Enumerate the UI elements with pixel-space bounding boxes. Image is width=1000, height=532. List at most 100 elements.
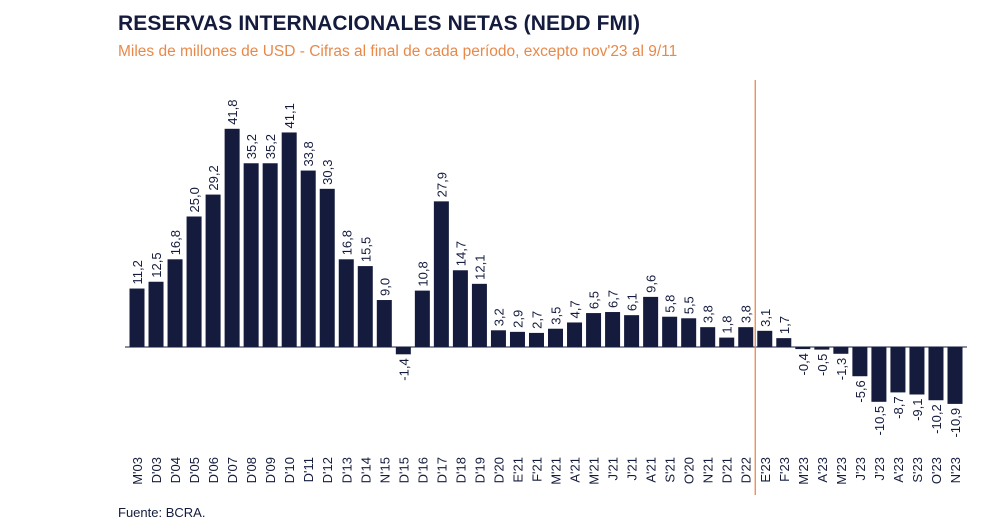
bar-8 [281, 132, 297, 347]
bar-25 [605, 312, 621, 347]
value-label-9: 33,8 [301, 141, 316, 166]
category-label-14: D'15 [396, 457, 411, 483]
bar-28 [662, 316, 678, 347]
bar-26 [624, 315, 640, 347]
value-label-18: 12,1 [472, 255, 487, 280]
chart-title: RESERVAS INTERNACIONALES NETAS (NEDD FMI… [118, 12, 641, 35]
bar-4 [205, 194, 221, 347]
category-label-26: J'21 [625, 457, 640, 480]
category-label-21: F'21 [529, 457, 544, 482]
bar-35 [795, 347, 811, 350]
value-label-11: 16,8 [339, 230, 354, 255]
value-label-16: 27,9 [434, 172, 449, 197]
value-label-15: 10,8 [415, 261, 430, 286]
category-label-3: D'05 [187, 457, 202, 483]
value-label-29: 5,5 [682, 296, 697, 314]
bar-6 [243, 163, 259, 347]
bar-21 [528, 332, 544, 347]
value-label-34: 1,7 [777, 316, 792, 334]
category-label-8: D'10 [282, 457, 297, 483]
category-label-19: D'20 [491, 457, 506, 483]
bar-43 [947, 347, 963, 404]
category-label-5: D'07 [225, 457, 240, 483]
value-label-30: 3,8 [701, 305, 716, 323]
value-label-41: -9,1 [910, 399, 925, 421]
bar-37 [833, 347, 849, 354]
category-label-25: J'21 [606, 457, 621, 480]
bar-29 [681, 318, 697, 347]
value-labels-group: 11,2 12,5 16,8 25,0 29,2 41,8 35,2 35,2 41,1 33,8… [130, 99, 963, 437]
value-label-38: -5,6 [853, 380, 868, 402]
category-label-6: D'08 [244, 457, 259, 483]
category-label-42: O'23 [929, 457, 944, 484]
value-label-37: -1,3 [834, 358, 849, 380]
value-label-4: 29,2 [206, 165, 221, 190]
bar-1 [148, 281, 164, 347]
category-labels-group: M'03 D'03 D'04 D'05 D'06 D'07 D'08 D'09 D'10 D'11… [130, 457, 963, 485]
bar-24 [586, 313, 602, 347]
category-label-13: N'15 [377, 457, 392, 483]
bar-41 [909, 347, 925, 395]
value-label-17: 14,7 [453, 241, 468, 266]
bar-3 [186, 216, 202, 347]
value-label-39: -10,5 [872, 406, 887, 436]
bar-42 [928, 347, 944, 401]
bar-31 [719, 337, 735, 347]
value-label-1: 12,5 [149, 252, 164, 277]
category-label-1: D'03 [149, 457, 164, 483]
bar-36 [814, 347, 830, 350]
bar-20 [509, 331, 525, 347]
category-label-36: A'23 [815, 457, 830, 483]
bar-30 [700, 327, 716, 347]
bar-11 [338, 259, 354, 347]
bar-18 [471, 283, 487, 347]
value-label-8: 41,1 [282, 103, 297, 128]
value-label-2: 16,8 [168, 230, 183, 255]
category-label-33: E'23 [758, 457, 773, 483]
bar-19 [490, 330, 506, 347]
bar-34 [776, 338, 792, 347]
category-label-16: D'17 [434, 457, 449, 483]
bar-40 [890, 347, 906, 393]
bar-12 [357, 266, 373, 347]
bar-10 [319, 188, 335, 347]
value-label-27: 9,6 [644, 275, 659, 293]
value-label-43: -10,9 [948, 408, 963, 438]
category-label-22: M'21 [549, 457, 564, 485]
category-label-4: D'06 [206, 457, 221, 483]
value-label-0: 11,2 [130, 260, 145, 284]
bar-9 [300, 170, 316, 347]
category-label-43: N'23 [948, 457, 963, 483]
category-label-37: M'23 [834, 457, 849, 485]
value-label-10: 30,3 [320, 160, 335, 185]
category-label-35: M'23 [796, 457, 811, 485]
value-label-42: -10,2 [929, 404, 944, 434]
category-label-32: D'22 [739, 457, 754, 483]
value-label-3: 25,0 [187, 187, 202, 212]
bar-32 [738, 327, 754, 347]
value-label-6: 35,2 [244, 134, 259, 159]
value-label-22: 3,5 [549, 307, 564, 325]
category-label-41: S'23 [910, 457, 925, 483]
category-label-40: A'23 [891, 457, 906, 483]
value-label-23: 4,7 [568, 300, 583, 318]
category-label-28: S'21 [663, 457, 678, 483]
value-label-32: 3,8 [739, 305, 754, 323]
value-label-33: 3,1 [758, 309, 773, 327]
category-label-10: D'12 [320, 457, 335, 483]
category-label-24: M'21 [587, 457, 602, 485]
category-label-17: D'18 [453, 457, 468, 483]
chart-subtitle: Miles de millones de USD - Cifras al fin… [118, 43, 678, 60]
category-label-30: N'21 [701, 457, 716, 483]
value-label-20: 2,9 [510, 310, 525, 328]
source-note: Fuente: BCRA. [118, 505, 206, 520]
category-label-38: J'23 [853, 457, 868, 480]
value-label-31: 1,8 [720, 316, 735, 334]
value-label-7: 35,2 [263, 134, 278, 159]
category-label-18: D'19 [472, 457, 487, 483]
value-label-35: -0,4 [796, 353, 811, 375]
bar-22 [548, 328, 564, 347]
bar-23 [567, 322, 583, 347]
value-label-19: 3,2 [491, 308, 506, 326]
category-label-29: O'20 [682, 457, 697, 484]
